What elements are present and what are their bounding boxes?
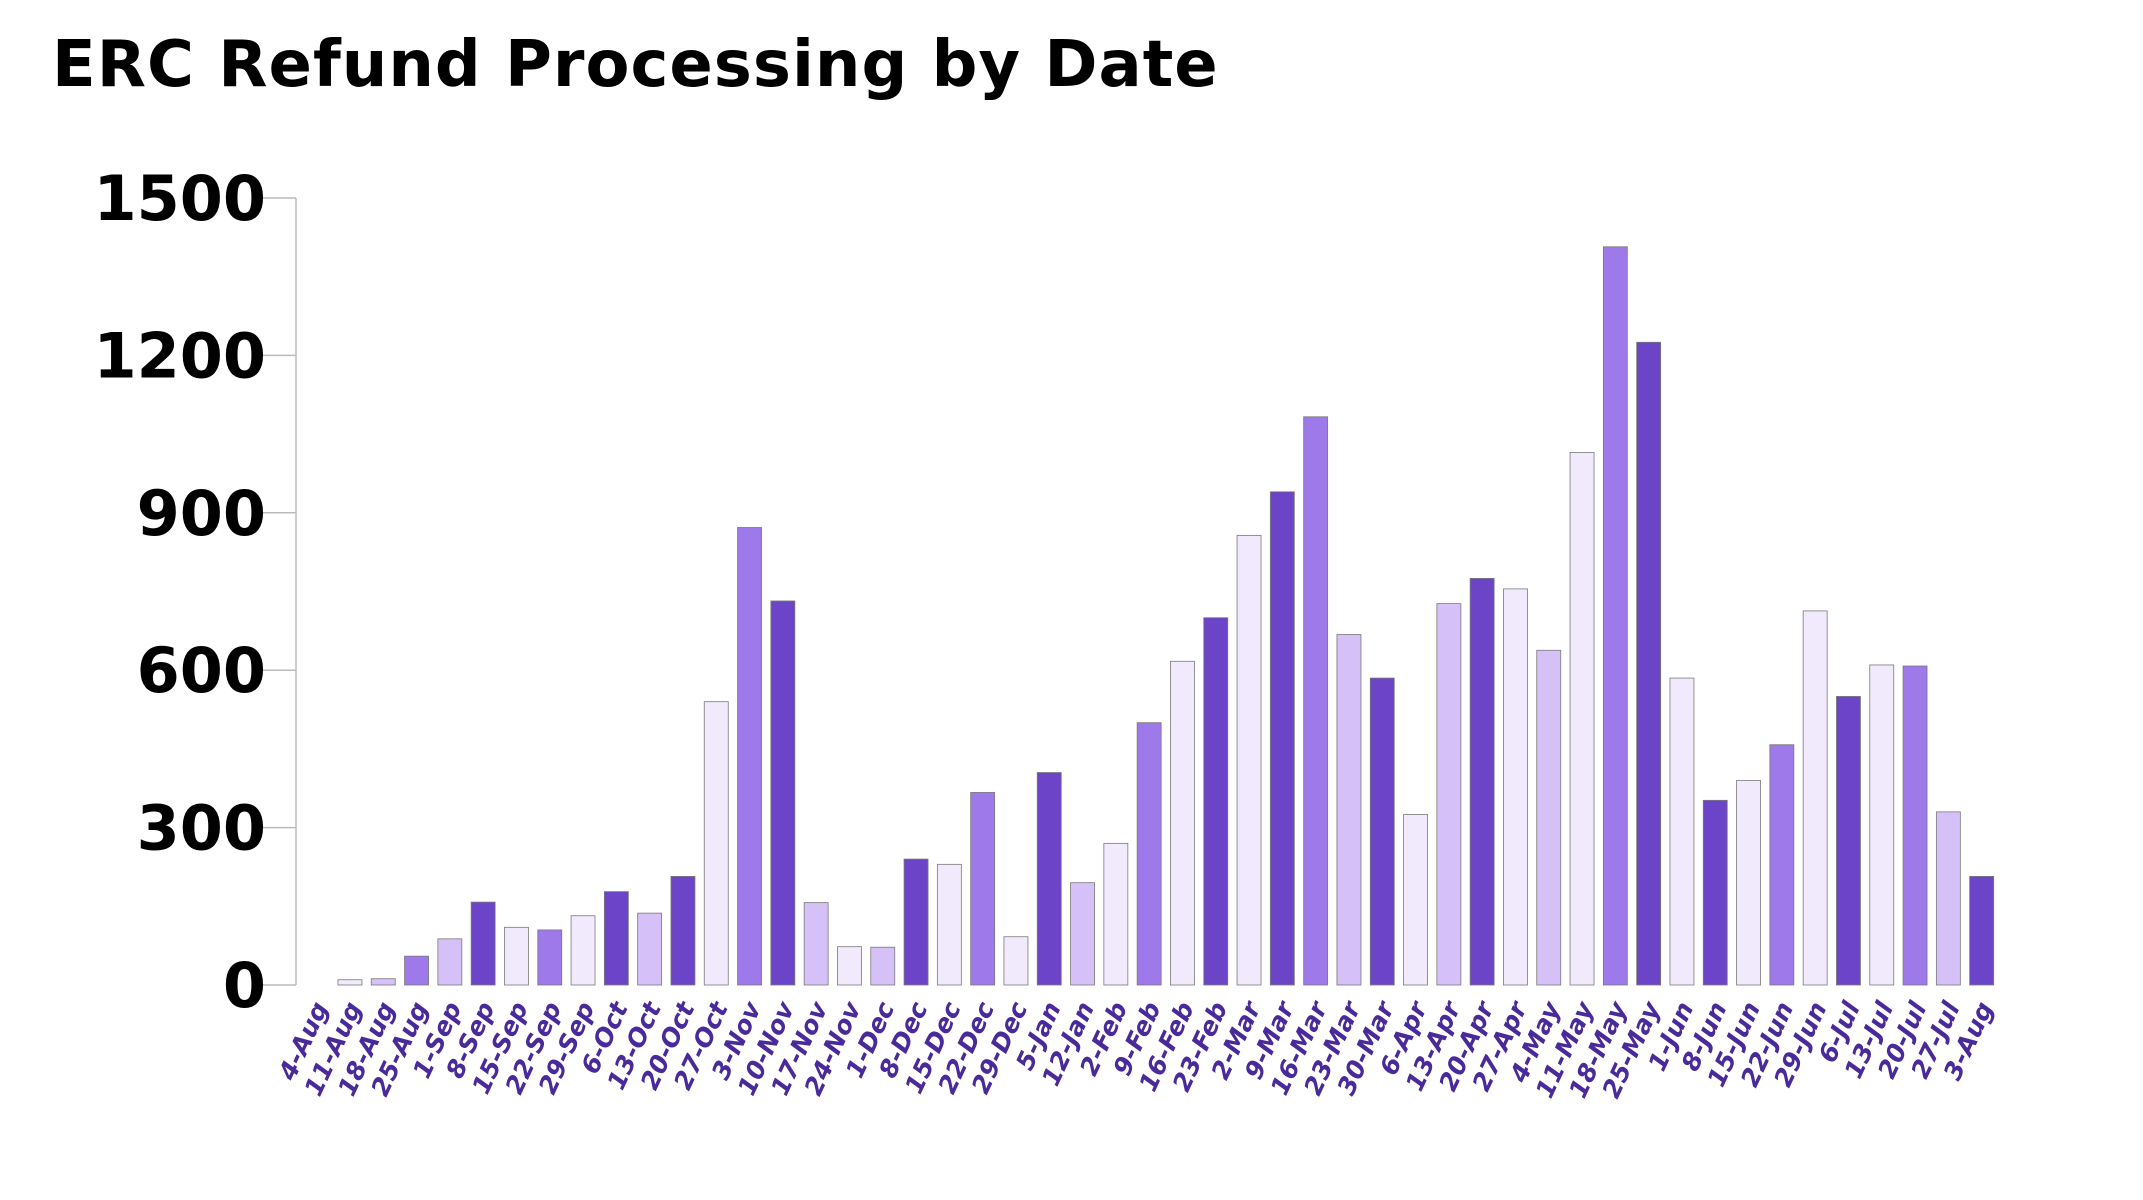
y-tick-label: 0 <box>223 949 266 1022</box>
y-axis: 0 300 600 900 1200 1500 <box>93 162 297 1022</box>
bar-22-Sep <box>537 929 563 986</box>
bar-9-Mar <box>1269 491 1295 986</box>
bar-18-May <box>1602 246 1628 986</box>
bar-23-Feb <box>1203 617 1229 986</box>
bar-15-Sep <box>504 926 529 986</box>
bar-15-Dec <box>936 863 962 986</box>
bar-20-Oct <box>670 875 696 986</box>
bar-8-Sep <box>470 901 496 986</box>
bar-9-Feb <box>1136 722 1162 986</box>
bar-5-Jan <box>1036 772 1062 986</box>
bar-30-Mar <box>1369 677 1395 986</box>
bar-29-Dec <box>1003 936 1029 986</box>
bar-12-Jan <box>1070 882 1095 986</box>
bar-8-Dec <box>903 858 929 986</box>
bar-24-Nov <box>837 946 862 986</box>
bar-11-Aug <box>337 979 363 986</box>
bar-22-Dec <box>970 792 996 986</box>
y-tick-label: 900 <box>137 477 266 550</box>
bar-27-Oct <box>703 701 729 986</box>
bar-1-Dec <box>870 946 896 986</box>
bar-27-Jul <box>1935 811 1961 986</box>
bar-29-Jun <box>1802 610 1828 986</box>
bar-25-May <box>1636 341 1662 986</box>
bar-10-Nov <box>770 600 796 986</box>
bar-6-Jul <box>1836 696 1861 986</box>
bar-15-Jun <box>1736 779 1761 986</box>
bar-3-Aug <box>1969 875 1995 986</box>
bar-16-Mar <box>1303 416 1329 986</box>
y-tick-label: 300 <box>137 792 266 865</box>
bar-4-May <box>1536 649 1562 986</box>
chart-title: ERC Refund Processing by Date <box>52 28 1219 102</box>
bar-16-Feb <box>1170 660 1195 986</box>
bar-18-Aug <box>370 978 396 986</box>
bar-1-Jun <box>1669 677 1695 986</box>
bars <box>337 246 1995 986</box>
bar-13-Apr <box>1436 603 1462 986</box>
bar-20-Jul <box>1902 665 1928 986</box>
bar-2-Feb <box>1103 842 1129 986</box>
bar-11-May <box>1569 452 1595 986</box>
bar-27-Apr <box>1503 588 1528 986</box>
bar-13-Oct <box>637 912 663 986</box>
bar-17-Nov <box>803 902 829 986</box>
bar-20-Apr <box>1469 577 1495 986</box>
y-tick-label: 600 <box>137 634 266 707</box>
bar-22-Jun <box>1769 744 1795 986</box>
bar-2-Mar <box>1236 534 1262 986</box>
x-axis: 4-Aug11-Aug18-Aug25-Aug1-Sep8-Sep15-Sep2… <box>272 996 1999 1103</box>
bar-3-Nov <box>737 527 762 986</box>
bar-29-Sep <box>570 915 596 986</box>
bar-25-Aug <box>404 955 429 986</box>
bar-23-Mar <box>1336 634 1362 986</box>
bar-6-Oct <box>603 891 629 986</box>
bar-1-Sep <box>437 938 463 986</box>
bar-8-Jun <box>1702 799 1728 986</box>
bar-13-Jul <box>1869 664 1895 986</box>
bar-6-Apr <box>1403 814 1428 986</box>
y-tick-label: 1500 <box>93 162 266 235</box>
y-tick-label: 1200 <box>93 319 266 392</box>
